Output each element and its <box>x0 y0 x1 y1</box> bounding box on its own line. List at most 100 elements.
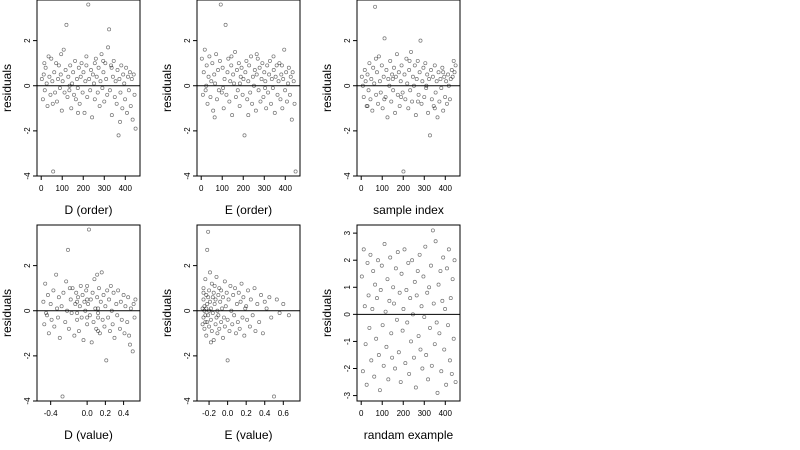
data-point <box>375 296 379 301</box>
scatter-panel-2: 0 100 200 300 400 -4 -2 0 2 E (order) residuals <box>160 0 301 217</box>
data-point <box>369 358 374 363</box>
data-point <box>285 99 289 104</box>
data-point <box>418 38 423 43</box>
data-point <box>208 306 213 311</box>
y-tick-label: 0 <box>183 308 192 313</box>
data-point <box>211 338 216 343</box>
data-point <box>258 99 263 104</box>
data-point <box>201 286 206 291</box>
data-point <box>217 286 222 291</box>
data-point <box>410 258 415 263</box>
data-point <box>449 67 454 72</box>
data-point <box>212 283 217 288</box>
data-point <box>393 110 397 115</box>
data-point <box>240 92 245 97</box>
data-point <box>208 95 213 99</box>
data-point <box>131 72 136 77</box>
data-point <box>367 325 372 330</box>
data-point <box>252 286 257 291</box>
data-point <box>378 90 383 95</box>
data-point <box>365 72 370 77</box>
data-point <box>61 290 66 295</box>
data-point <box>239 281 244 286</box>
data-point <box>451 58 456 63</box>
data-point <box>402 72 407 77</box>
data-point <box>230 113 235 118</box>
data-point <box>406 260 411 265</box>
data-point <box>443 306 448 311</box>
data-point <box>407 371 412 376</box>
data-point <box>232 313 237 318</box>
x-tick-label: 400 <box>439 184 453 193</box>
data-point <box>423 61 428 66</box>
data-point <box>42 61 47 66</box>
data-point <box>415 58 420 63</box>
data-point <box>63 67 68 72</box>
data-point <box>115 67 120 72</box>
data-point <box>376 258 380 263</box>
data-point <box>269 77 274 81</box>
data-point <box>369 77 374 81</box>
data-point <box>414 77 419 81</box>
data-point <box>386 77 391 81</box>
data-point <box>128 306 133 311</box>
data-point <box>431 301 436 306</box>
x-tick-label: 200 <box>77 184 91 193</box>
data-point <box>397 104 402 109</box>
data-point <box>241 295 246 300</box>
data-point <box>100 317 105 322</box>
data-point <box>89 67 93 72</box>
data-point <box>234 67 239 72</box>
data-point <box>373 282 378 287</box>
data-point <box>360 369 365 374</box>
data-point <box>62 90 67 95</box>
x-tick-label: 400 <box>439 409 453 418</box>
data-point <box>263 79 268 84</box>
data-point <box>432 63 437 68</box>
y-tick-label: -2 <box>343 127 352 135</box>
data-point <box>383 309 388 314</box>
data-point <box>371 269 376 273</box>
data-point <box>91 320 96 324</box>
data-point <box>111 58 116 63</box>
data-point <box>361 95 366 99</box>
data-point <box>201 297 206 302</box>
data-point <box>73 97 78 102</box>
data-point <box>237 81 242 86</box>
data-point <box>203 88 208 93</box>
data-point <box>109 63 113 68</box>
data-point <box>107 88 112 93</box>
data-point <box>400 90 405 95</box>
data-point <box>444 79 449 84</box>
data-point <box>126 74 130 79</box>
data-point <box>436 282 441 287</box>
data-point <box>405 81 410 86</box>
data-point <box>401 169 406 174</box>
data-point <box>51 288 56 293</box>
data-point <box>382 97 387 102</box>
data-point <box>255 302 260 306</box>
data-point <box>132 92 137 97</box>
y-tick-label: 2 <box>23 38 32 43</box>
y-tick-label: -2 <box>23 352 32 360</box>
data-point <box>104 77 109 81</box>
data-point <box>256 88 261 93</box>
data-point <box>386 377 391 382</box>
y-tick-label: -4 <box>23 397 32 405</box>
data-point <box>216 88 221 93</box>
data-point <box>410 74 415 79</box>
data-point <box>399 63 404 68</box>
data-point <box>413 385 418 390</box>
x-tick-label: 300 <box>418 184 432 193</box>
data-point <box>274 297 279 302</box>
data-point <box>406 106 411 111</box>
data-point <box>260 331 265 336</box>
data-point <box>233 49 237 54</box>
data-point <box>453 63 458 68</box>
data-point <box>395 250 400 255</box>
data-point <box>393 266 398 271</box>
data-point <box>281 77 286 81</box>
data-point <box>401 306 406 311</box>
data-point <box>41 72 46 77</box>
